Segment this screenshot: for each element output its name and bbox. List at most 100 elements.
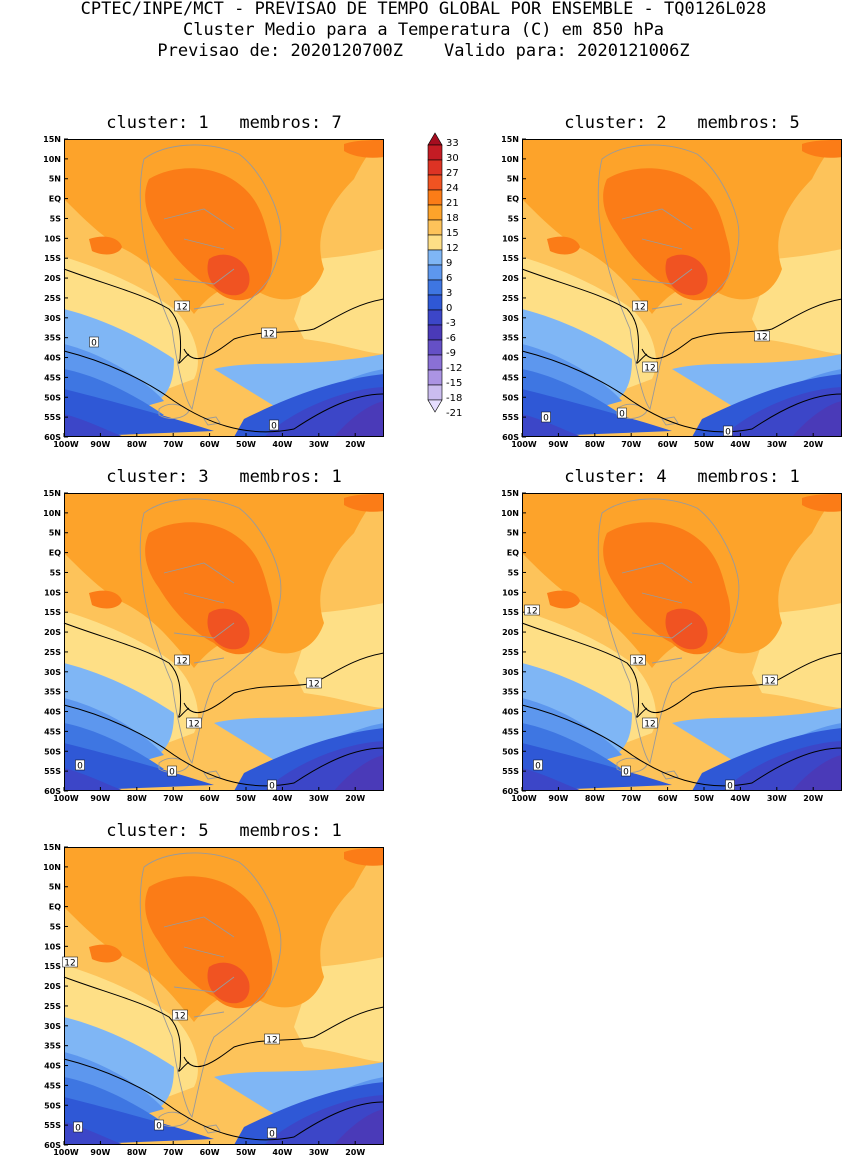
contour-label-box <box>172 1009 188 1021</box>
temperature-band <box>207 962 250 1004</box>
lon-tick-label: 30W <box>309 1148 329 1157</box>
lon-tick-label: 40W <box>272 1148 292 1157</box>
contour-label-box <box>73 1121 83 1133</box>
colorbar-level-label: -9 <box>446 348 456 359</box>
colorbar-swatch <box>427 219 443 236</box>
isotherm-contour <box>63 1058 385 1141</box>
contour-label-box <box>632 300 648 312</box>
contour-label: 0 <box>623 768 629 778</box>
lat-tick-label: 45S <box>44 373 61 382</box>
contour-label: 0 <box>269 782 275 792</box>
contour-label: 12 <box>644 364 655 374</box>
lat-tick-label: 50S <box>502 393 519 402</box>
contour-label: 12 <box>174 1012 185 1022</box>
temperature-band <box>344 139 384 158</box>
lon-tick-label: 50W <box>236 440 256 449</box>
contour-label-box <box>762 674 778 686</box>
contour-label-box <box>642 361 658 373</box>
temperature-band <box>89 590 122 609</box>
lat-tick-label: 15N <box>43 135 61 144</box>
map-panel-cluster-1: 15N 10N 5N EQ 5S 10S 15S 20S 25S 30S 35S 40S 45S 50S 5… <box>43 135 385 449</box>
contour-label: 12 <box>263 330 274 340</box>
temperature-band <box>214 708 384 763</box>
lat-tick-label: 60S <box>44 1141 61 1150</box>
lon-tick-label: 70W <box>163 794 183 803</box>
contour-label: 0 <box>156 1122 162 1132</box>
lon-tick-label: 90W <box>90 440 110 449</box>
lon-tick-label: 30W <box>309 794 329 803</box>
lat-tick-label: 55S <box>502 767 519 776</box>
colorbar-level-label: 18 <box>446 213 459 224</box>
panel-title-4: cluster: 4 membros: 1 <box>564 467 800 487</box>
contour-label: 12 <box>634 303 645 313</box>
lat-tick-label: 55S <box>502 413 519 422</box>
lat-tick-label: 10S <box>44 942 61 951</box>
lat-tick-label: 60S <box>44 433 61 442</box>
lat-tick-label: 15S <box>502 254 519 263</box>
lat-tick-label: 15S <box>44 608 61 617</box>
coastline <box>163 562 235 664</box>
temperature-band <box>344 847 384 866</box>
lat-tick-label: 45S <box>44 1081 61 1090</box>
contour-label: 12 <box>176 657 187 667</box>
lon-tick-label: 90W <box>548 440 568 449</box>
temperature-band <box>792 755 842 791</box>
colorbar-level-label: 30 <box>446 153 459 164</box>
temperature-band <box>334 755 384 791</box>
lat-tick-label: 15S <box>502 608 519 617</box>
lat-tick-label: 25S <box>502 648 519 657</box>
map-panel-cluster-4: 15N 10N 5N EQ 5S 10S 15S 20S 25S 30S 35S 40S 45S 50S 5… <box>501 489 843 803</box>
temperature-band <box>522 414 582 437</box>
lat-tick-label: 20S <box>44 982 61 991</box>
colorbar-swatch <box>427 264 443 281</box>
panel-title-5: cluster: 5 membros: 1 <box>106 821 342 841</box>
lon-tick-label: 60W <box>658 794 678 803</box>
lon-tick-label: 90W <box>90 1148 110 1157</box>
temperature-map-3: 15N 10N 5N EQ 5S 10S 15S 20S 25S 30S 35S 40S 45S 50S 5… <box>43 489 385 803</box>
lon-tick-label: 70W <box>621 440 641 449</box>
isotherm-contour <box>63 622 190 718</box>
lat-tick-label: 45S <box>502 727 519 736</box>
colorbar-swatch <box>427 279 443 296</box>
contour-label: 0 <box>543 414 549 424</box>
lat-tick-label: 5S <box>50 214 62 223</box>
lat-tick-label: 15N <box>43 843 61 852</box>
colorbar-level-label: -6 <box>446 333 456 344</box>
lat-tick-label: 50S <box>44 1101 61 1110</box>
coastline <box>158 757 190 773</box>
lat-tick-label: 5N <box>49 175 61 184</box>
lon-tick-label: 50W <box>694 440 714 449</box>
lon-tick-label: 20W <box>803 794 823 803</box>
coastline <box>139 498 282 765</box>
lat-tick-label: 25S <box>44 1002 61 1011</box>
lat-tick-label: 40S <box>44 1062 61 1071</box>
contour-label-box <box>617 407 627 419</box>
colorbar-swatch <box>427 339 443 356</box>
contour-label: 0 <box>75 1124 81 1134</box>
colorbar-swatch <box>427 354 443 371</box>
lat-tick-label: 5N <box>507 175 519 184</box>
contour-label-box <box>167 765 177 777</box>
coastline <box>203 770 221 780</box>
lat-tick-label: 15N <box>501 135 519 144</box>
contour-label-box <box>62 956 78 968</box>
contour-label: 0 <box>725 428 731 438</box>
lon-tick-label: 70W <box>163 1148 183 1157</box>
colorbar-bottom-arrow <box>427 399 443 413</box>
lat-tick-label: 10N <box>43 155 61 164</box>
colorbar-swatch <box>427 249 443 266</box>
temperature-band <box>64 1097 214 1145</box>
coastline <box>661 416 679 426</box>
lat-tick-label: 5S <box>508 568 520 577</box>
temperature-map-2: 15N 10N 5N EQ 5S 10S 15S 20S 25S 30S 35S 40S 45S 50S 5… <box>501 135 843 449</box>
lat-tick-label: 20S <box>502 274 519 283</box>
temperature-band <box>665 254 708 296</box>
lat-tick-label: 55S <box>44 1121 61 1130</box>
contour-label: 12 <box>188 720 199 730</box>
lat-tick-label: 40S <box>502 708 519 717</box>
colorbar-level-label: -21 <box>446 408 462 419</box>
coastline <box>139 144 282 411</box>
panel-title-2: cluster: 2 membros: 5 <box>564 113 800 133</box>
lat-tick-label: 30S <box>44 314 61 323</box>
contour-label-box <box>264 1033 280 1045</box>
